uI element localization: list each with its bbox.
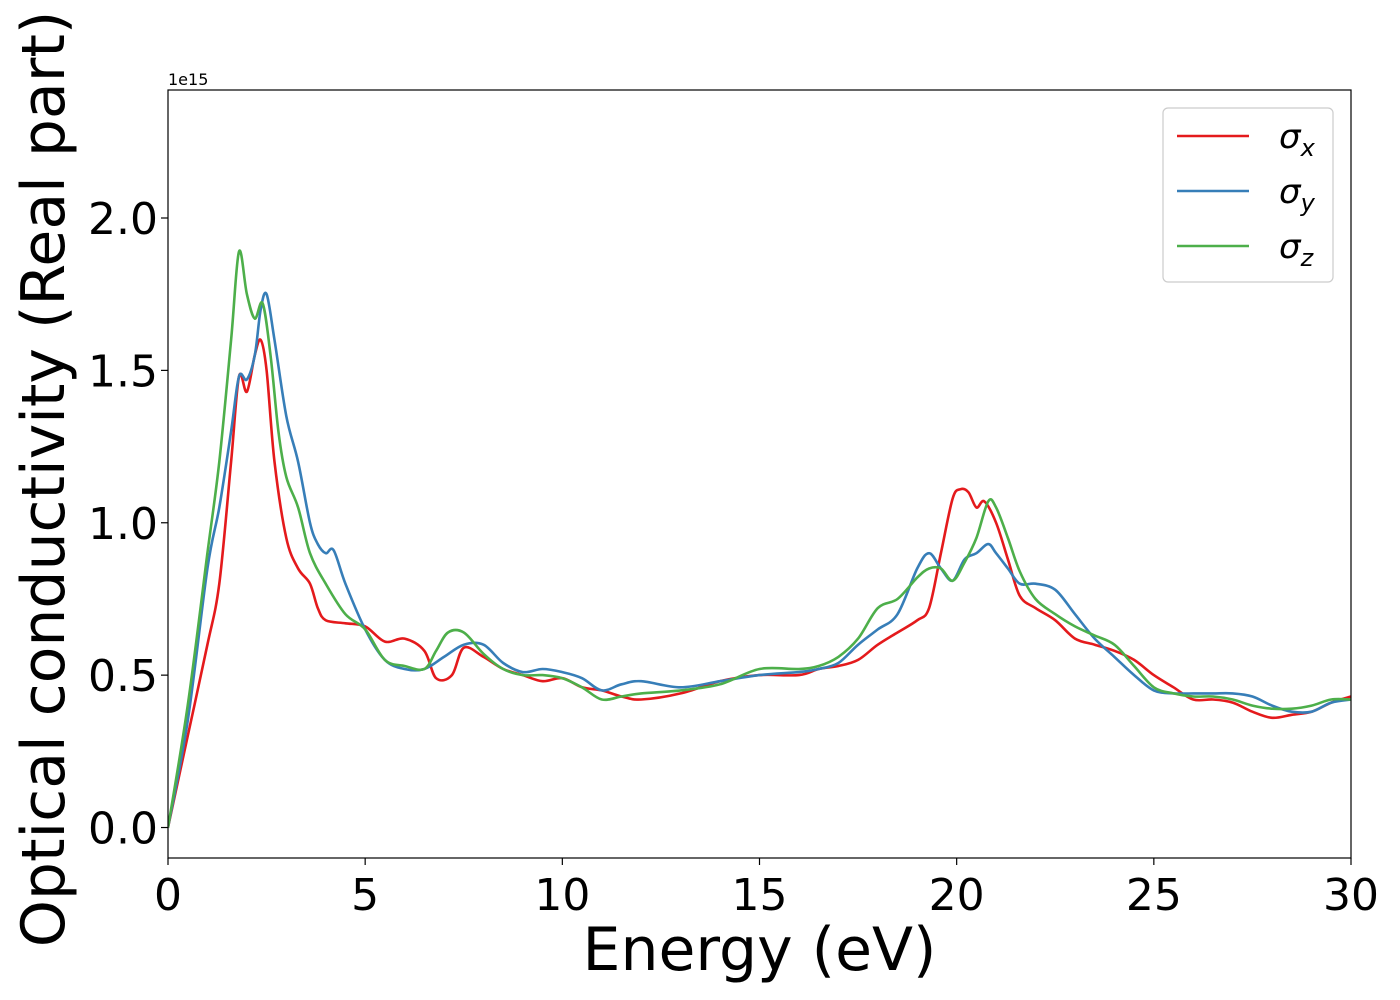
- y-tick-label: 0.5: [88, 651, 158, 702]
- y-axis: 0.0 0.5 1.0 1.5 2.0: [88, 194, 168, 855]
- legend-box: [1162, 107, 1334, 283]
- legend-label-y: σy: [1279, 172, 1316, 217]
- x-axis: 0 5 10 15 20 25 30: [154, 858, 1379, 921]
- series-line-y: [168, 291, 1351, 828]
- x-tick-label: 30: [1323, 870, 1379, 921]
- x-tick-label: 15: [732, 870, 788, 921]
- x-tick-label: 5: [351, 870, 379, 921]
- legend-label-x: σx: [1279, 117, 1316, 162]
- x-axis-title: Energy (eV): [583, 915, 937, 985]
- x-tick-label: 20: [929, 870, 985, 921]
- legend: σx σy σz: [1162, 107, 1334, 283]
- series-line-z: [168, 249, 1351, 828]
- x-tick-label: 25: [1126, 870, 1182, 921]
- y-offset-text: 1e15: [168, 70, 208, 89]
- legend-label-z: σz: [1279, 227, 1315, 272]
- series-layer: [168, 249, 1351, 828]
- y-tick-label: 1.5: [88, 346, 158, 397]
- x-tick-label: 0: [154, 870, 182, 921]
- y-tick-label: 0.0: [88, 804, 158, 855]
- y-tick-label: 1.0: [88, 499, 158, 550]
- y-tick-label: 2.0: [88, 194, 158, 245]
- y-axis-title: Optical conductivity (Real part): [9, 11, 79, 948]
- x-tick-label: 10: [534, 870, 590, 921]
